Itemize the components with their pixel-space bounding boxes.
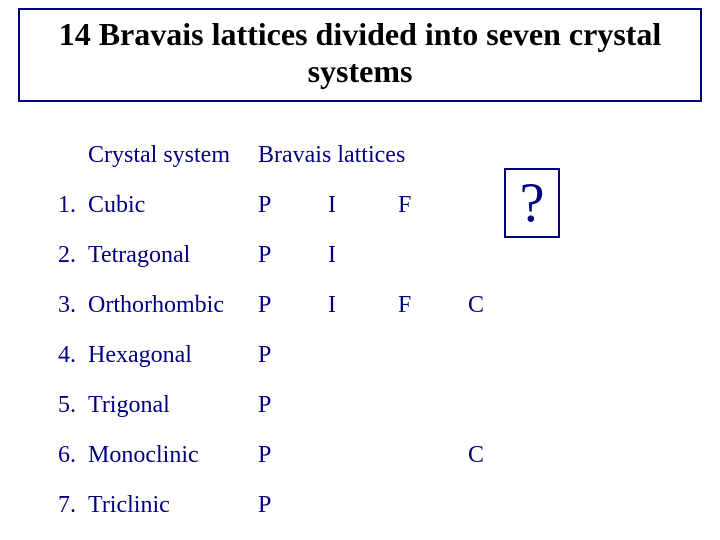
header-bravais-lattices: Bravais lattices <box>258 130 468 180</box>
cell-c <box>468 480 680 530</box>
cell-f <box>398 430 468 480</box>
cell-p: P <box>258 180 328 230</box>
table-row: 6. Monoclinic P C <box>58 430 680 480</box>
cell-i <box>328 330 398 380</box>
table-row: 4. Hexagonal P <box>58 330 680 380</box>
cell-c <box>468 380 680 430</box>
table-row: 5. Trigonal P <box>58 380 680 430</box>
slide-title: 14 Bravais lattices divided into seven c… <box>30 16 690 90</box>
row-num: 3. <box>58 280 88 330</box>
row-name: Orthorhombic <box>88 280 258 330</box>
cell-p: P <box>258 230 328 280</box>
cell-p: P <box>258 430 328 480</box>
cell-f <box>398 330 468 380</box>
row-num: 5. <box>58 380 88 430</box>
cell-p: P <box>258 380 328 430</box>
content-area: Crystal system Bravais lattices 1. Cubic… <box>58 130 680 530</box>
cell-c: C <box>468 280 680 330</box>
header-crystal-system: Crystal system <box>88 130 258 180</box>
cell-f: F <box>398 280 468 330</box>
row-name: Cubic <box>88 180 258 230</box>
row-num: 7. <box>58 480 88 530</box>
cell-f: F <box>398 180 468 230</box>
table-row: 7. Triclinic P <box>58 480 680 530</box>
slide: 14 Bravais lattices divided into seven c… <box>0 0 720 540</box>
row-num: 2. <box>58 230 88 280</box>
question-cell: ? <box>468 180 680 280</box>
cell-f <box>398 380 468 430</box>
cell-f <box>398 230 468 280</box>
table-row: 3. Orthorhombic P I F C <box>58 280 680 330</box>
row-name: Triclinic <box>88 480 258 530</box>
cell-i: I <box>328 180 398 230</box>
cell-p: P <box>258 330 328 380</box>
row-num: 4. <box>58 330 88 380</box>
title-box: 14 Bravais lattices divided into seven c… <box>18 8 702 102</box>
table-header-row: Crystal system Bravais lattices <box>58 130 680 180</box>
row-name: Tetragonal <box>88 230 258 280</box>
row-num: 1. <box>58 180 88 230</box>
cell-f <box>398 480 468 530</box>
cell-i: I <box>328 230 398 280</box>
row-name: Hexagonal <box>88 330 258 380</box>
table-row: 1. Cubic P I F ? <box>58 180 680 230</box>
row-num: 6. <box>58 430 88 480</box>
row-name: Trigonal <box>88 380 258 430</box>
question-mark-icon: ? <box>520 175 545 231</box>
cell-i: I <box>328 280 398 330</box>
cell-p: P <box>258 280 328 330</box>
cell-i <box>328 430 398 480</box>
cell-i <box>328 380 398 430</box>
lattice-table: Crystal system Bravais lattices 1. Cubic… <box>58 130 680 530</box>
cell-i <box>328 480 398 530</box>
cell-c: C <box>468 430 680 480</box>
cell-p: P <box>258 480 328 530</box>
row-name: Monoclinic <box>88 430 258 480</box>
cell-c <box>468 330 680 380</box>
question-mark-box: ? <box>504 168 560 238</box>
